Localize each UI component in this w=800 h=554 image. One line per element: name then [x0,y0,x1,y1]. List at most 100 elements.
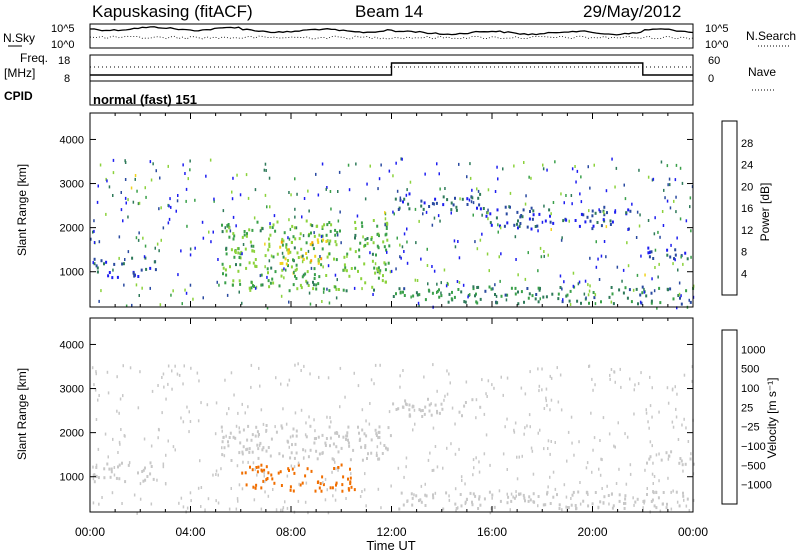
range-cell [662,502,664,506]
range-cell [561,236,563,240]
range-cell [390,484,392,488]
range-cell [96,270,99,274]
range-cell [559,274,562,278]
range-cell [120,208,123,212]
range-cell [578,224,581,228]
range-cell [287,467,290,471]
range-cell [297,362,299,366]
range-cell [328,242,331,246]
range-cell [514,421,517,425]
range-cell [506,293,509,297]
range-cell [358,431,360,435]
range-cell [520,290,523,294]
range-cell [538,212,541,216]
colorbar-tick-label: 16 [741,203,753,215]
range-cell [397,407,400,411]
range-cell [580,175,582,179]
range-cell [347,477,349,481]
range-cell [541,220,544,224]
range-cell [182,505,185,509]
range-cell [362,235,364,239]
range-cell [537,229,539,233]
range-cell [494,293,496,296]
range-cell [92,473,95,477]
range-cell [242,460,244,464]
range-cell [300,369,302,372]
range-cell [268,259,271,263]
range-cell [90,237,92,241]
range-cell [472,473,474,477]
range-cell [576,299,579,303]
range-cell [571,202,573,206]
range-cell [363,488,366,492]
range-cell [387,426,390,430]
range-cell [476,206,478,210]
range-cell [449,381,451,385]
range-cell [238,279,241,283]
range-cell [482,207,485,210]
range-cell [317,435,320,439]
range-cell [458,162,460,166]
range-cell [157,384,159,387]
range-cell [220,425,223,429]
range-cell [559,373,562,377]
range-cell [414,422,416,426]
range-cell [345,269,348,273]
range-cell [283,276,285,280]
range-cell [189,420,192,423]
range-cell [396,236,398,240]
range-cell [360,221,363,225]
power-colorbar-label: Power [dB] [758,183,772,242]
range-cell [481,232,483,236]
range-cell [404,402,407,406]
range-cell [453,295,456,299]
range-cell [499,279,501,283]
range-cell [603,211,605,215]
range-cell [315,449,318,453]
range-cell [334,285,337,289]
range-cell [266,275,268,279]
range-cell [450,297,453,301]
range-cell [329,229,332,233]
range-cell [232,435,235,439]
range-cell [294,268,297,272]
range-cell [170,293,172,297]
range-cell [677,438,680,441]
range-cell [304,500,307,504]
range-cell [296,192,298,196]
range-cell [430,413,433,417]
range-cell [454,487,457,491]
range-cell [324,498,327,502]
range-cell [660,160,663,164]
range-cell [575,180,577,184]
range-cell [292,235,295,239]
range-cell [582,499,585,503]
range-cell [377,430,380,434]
range-cell [488,285,491,289]
range-cell [599,473,602,477]
range-cell [651,277,653,281]
range-cell [655,490,657,494]
range-cell [272,255,275,259]
range-cell [172,445,175,449]
range-cell [329,239,332,243]
range-cell [287,248,290,252]
range-cell [307,511,309,515]
range-cell [334,273,337,277]
beam-title: Beam 14 [355,2,423,21]
range-cell [479,297,482,301]
range-cell [506,492,508,496]
range-cell [475,456,477,460]
range-cell [343,255,346,259]
range-cell [302,257,305,261]
colorbar-tick-label: 12 [741,225,753,237]
range-cell [171,387,173,391]
range-cell [681,463,684,467]
range-cell [282,407,284,411]
range-cell [464,502,467,506]
range-cell [202,236,205,240]
range-cell [180,416,182,420]
range-cell [326,223,329,227]
range-cell [335,287,338,291]
range-cell [394,197,397,201]
